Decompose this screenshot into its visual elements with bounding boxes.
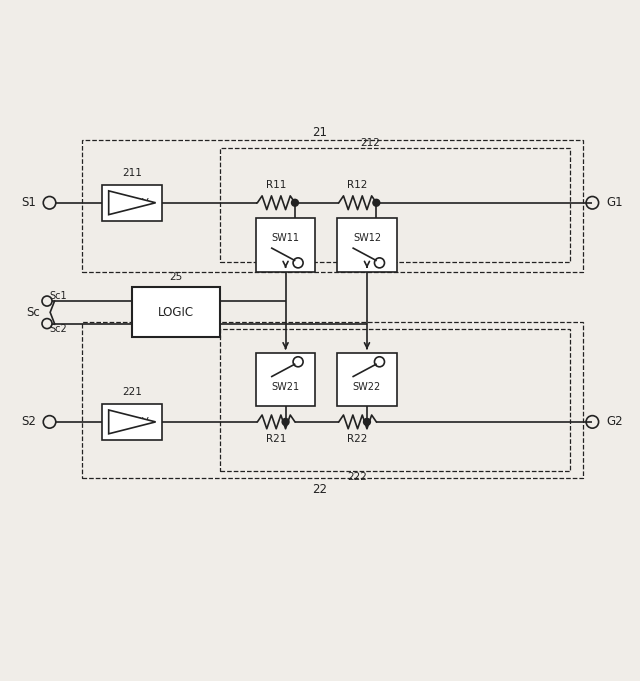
Text: 222: 222 — [348, 472, 367, 482]
Text: 211: 211 — [122, 168, 142, 178]
Circle shape — [291, 200, 298, 206]
Bar — [256, 353, 316, 407]
Bar — [337, 219, 397, 272]
Text: 212: 212 — [360, 138, 380, 148]
Text: DRV: DRV — [128, 417, 148, 427]
Text: R11: R11 — [266, 180, 286, 190]
Text: R21: R21 — [266, 434, 286, 445]
Text: 22: 22 — [312, 483, 328, 496]
Bar — [102, 404, 162, 440]
Polygon shape — [109, 191, 156, 215]
Text: G1: G1 — [606, 196, 623, 209]
Text: 221: 221 — [122, 387, 142, 398]
Bar — [132, 287, 220, 337]
Text: SW12: SW12 — [353, 232, 381, 242]
Text: S1: S1 — [21, 196, 36, 209]
Circle shape — [364, 418, 371, 426]
Text: S2: S2 — [21, 415, 36, 428]
Text: Sc: Sc — [26, 306, 40, 319]
Text: DRV: DRV — [128, 197, 148, 208]
Text: 21: 21 — [312, 126, 328, 139]
Bar — [337, 353, 397, 407]
Circle shape — [373, 200, 380, 206]
Circle shape — [282, 418, 289, 426]
Text: G2: G2 — [606, 415, 623, 428]
Text: 25: 25 — [170, 272, 182, 282]
Text: R22: R22 — [348, 434, 368, 445]
Bar — [256, 219, 316, 272]
Text: SW21: SW21 — [271, 382, 300, 392]
Text: R12: R12 — [348, 180, 368, 190]
Bar — [102, 185, 162, 221]
Text: LOGIC: LOGIC — [158, 306, 194, 319]
Text: Sc2: Sc2 — [49, 323, 67, 334]
Polygon shape — [109, 410, 156, 434]
Text: Sc1: Sc1 — [49, 291, 67, 301]
Text: SW22: SW22 — [353, 382, 381, 392]
Text: SW11: SW11 — [271, 232, 300, 242]
